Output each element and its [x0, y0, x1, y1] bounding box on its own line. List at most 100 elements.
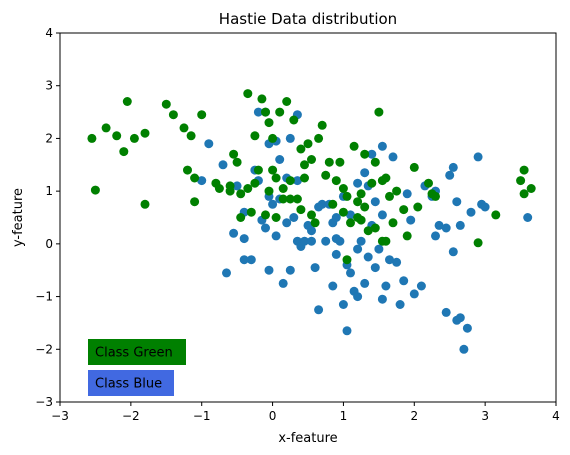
legend-label-blue: Class Blue — [95, 377, 162, 392]
x-tick-label: 0 — [269, 409, 277, 423]
data-point-s1-21 — [236, 189, 246, 199]
data-point-s1-50 — [338, 207, 348, 217]
data-point-s1-70 — [424, 178, 433, 188]
y-tick-label: 2 — [45, 131, 53, 145]
data-point-s1-84 — [232, 157, 242, 167]
data-point-s1-8 — [140, 199, 150, 209]
data-point-s0-96 — [285, 133, 295, 143]
data-point-s1-45 — [324, 157, 334, 167]
data-point-s1-52 — [346, 218, 355, 228]
data-point-s1-65 — [392, 186, 402, 196]
data-point-s1-4 — [119, 147, 129, 157]
data-point-s1-79 — [307, 155, 316, 164]
data-point-s0-81 — [314, 202, 324, 212]
data-point-s0-74 — [353, 178, 363, 188]
data-point-s1-95 — [271, 213, 281, 222]
data-point-s0-72 — [367, 149, 377, 159]
data-point-s0-95 — [346, 210, 355, 220]
data-point-s1-36 — [292, 194, 302, 204]
data-point-s1-98 — [356, 215, 366, 225]
data-point-s0-1 — [197, 176, 207, 186]
data-point-s1-73 — [473, 238, 483, 248]
data-point-s1-86 — [264, 186, 274, 196]
data-point-s1-74 — [491, 210, 501, 220]
data-point-s0-79 — [331, 213, 341, 222]
data-point-s0-48 — [399, 276, 409, 286]
data-point-s1-10 — [168, 110, 178, 120]
data-point-s1-51 — [342, 191, 352, 201]
data-point-s0-46 — [392, 257, 402, 267]
data-point-s0-28 — [321, 236, 331, 246]
legend-label-green: Class Green — [95, 346, 173, 361]
data-point-s1-39 — [303, 139, 313, 149]
data-point-s1-1 — [90, 185, 100, 195]
data-point-s1-88 — [300, 160, 309, 170]
y-tick-label: 3 — [45, 79, 53, 93]
x-ticks: −3 −2 −1 0 1 2 3 4 — [51, 402, 560, 423]
y-tick-label: 4 — [45, 26, 53, 40]
data-point-s1-94 — [381, 236, 391, 246]
data-point-s1-28 — [268, 133, 278, 143]
data-point-s0-2 — [218, 160, 228, 170]
data-point-s0-34 — [346, 268, 355, 278]
data-point-s0-38 — [360, 278, 370, 288]
data-point-s1-75 — [516, 176, 526, 186]
legend-box-blue — [88, 370, 174, 396]
data-point-s0-16 — [222, 268, 231, 278]
data-point-s0-101 — [455, 220, 465, 230]
data-point-s1-41 — [310, 218, 320, 228]
data-point-s1-89 — [236, 213, 246, 222]
data-point-s0-99 — [239, 234, 249, 244]
data-point-s1-34 — [285, 176, 295, 186]
x-axis-label: x-feature — [278, 431, 337, 446]
data-point-s1-9 — [161, 99, 171, 109]
data-point-s0-92 — [406, 215, 416, 225]
y-tick-label: −1 — [35, 290, 53, 304]
data-point-s1-31 — [275, 107, 285, 117]
data-point-s1-87 — [278, 194, 288, 204]
data-point-s0-25 — [307, 226, 316, 236]
data-point-s0-0 — [204, 139, 214, 149]
data-point-s1-76 — [519, 165, 529, 175]
y-ticks: −3 −2 −1 0 1 2 3 4 — [35, 26, 60, 409]
data-point-s0-64 — [480, 202, 490, 212]
data-point-s1-29 — [268, 165, 278, 175]
data-point-s0-20 — [285, 265, 295, 275]
data-point-s1-59 — [370, 157, 380, 167]
data-point-s1-30 — [271, 173, 281, 183]
data-point-s0-76 — [370, 197, 380, 207]
data-point-s0-37 — [356, 236, 366, 246]
data-point-s0-86 — [261, 223, 270, 233]
data-point-s0-83 — [289, 213, 299, 222]
data-point-s1-0 — [87, 133, 97, 143]
data-point-s1-78 — [526, 184, 536, 193]
data-point-s0-88 — [271, 231, 281, 241]
legend: Class Green Class Blue — [88, 339, 186, 396]
data-point-s0-53 — [431, 231, 440, 241]
data-point-s0-94 — [409, 289, 419, 299]
data-point-s0-66 — [445, 170, 455, 180]
data-point-s0-3 — [232, 181, 242, 191]
data-point-s1-68 — [409, 162, 419, 172]
data-point-s0-42 — [374, 244, 384, 254]
data-point-s0-68 — [452, 197, 462, 207]
data-point-s0-15 — [246, 255, 256, 265]
data-point-s1-53 — [349, 141, 359, 151]
data-point-s0-56 — [448, 247, 458, 257]
x-tick-label: 2 — [410, 409, 418, 423]
data-point-s0-54 — [434, 220, 444, 230]
data-point-s0-39 — [363, 252, 373, 262]
data-point-s0-93 — [441, 223, 451, 233]
data-point-s1-37 — [296, 144, 306, 154]
data-point-s0-85 — [268, 199, 278, 209]
data-point-s1-35 — [289, 115, 299, 125]
x-tick-label: 3 — [481, 409, 489, 423]
data-point-s1-46 — [328, 199, 338, 209]
data-point-s0-98 — [307, 236, 316, 246]
plot-frame — [59, 32, 557, 403]
data-point-s0-84 — [282, 218, 292, 228]
data-point-s0-36 — [353, 244, 363, 254]
data-point-s1-56 — [360, 202, 370, 212]
